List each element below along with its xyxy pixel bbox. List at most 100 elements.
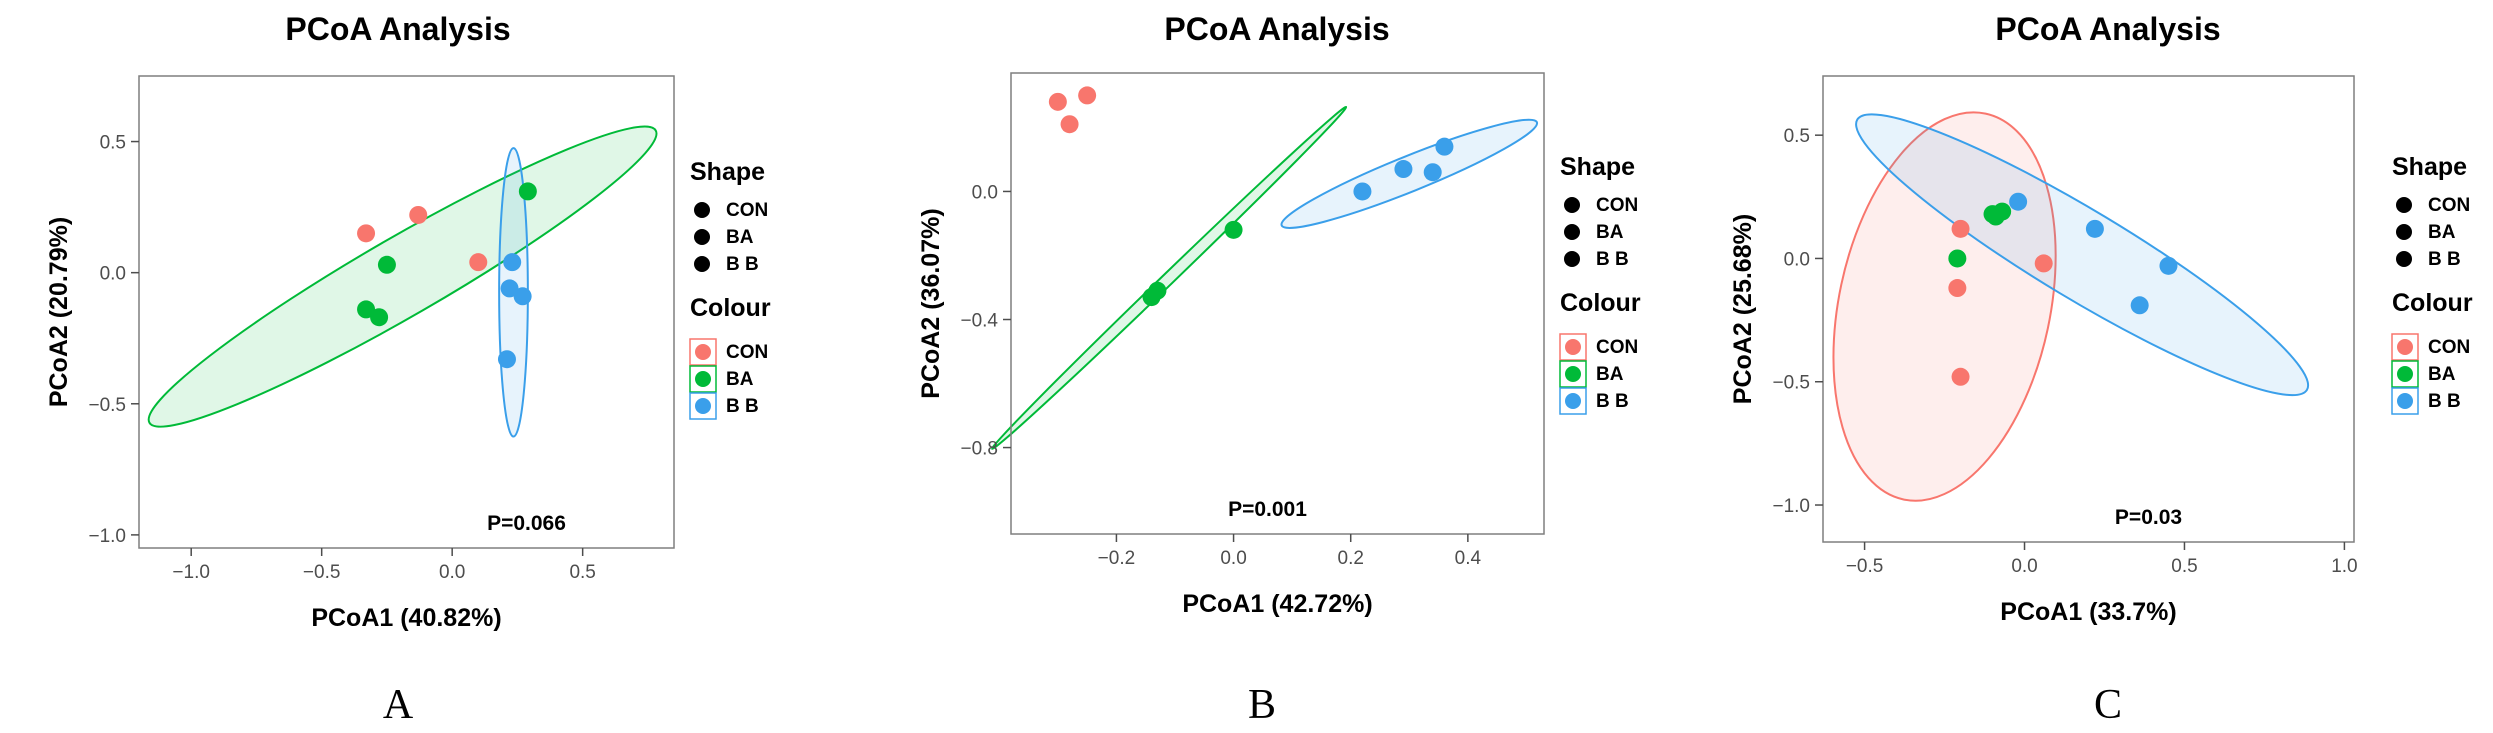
confidence-ellipse-bb <box>1855 113 2310 397</box>
x-tick-label: 0.5 <box>2171 556 2197 577</box>
legend-colour-key-box <box>2391 387 2419 415</box>
legend: Shape CON BA B B Colour CON BA B B <box>1559 153 1641 415</box>
y-tick-label: −1.0 <box>1772 496 1810 517</box>
chart-title: PCoA Analysis <box>1164 11 1389 47</box>
point-ba <box>370 308 389 327</box>
point-bb <box>2009 192 2028 211</box>
y-tick-label: −1.0 <box>88 526 126 547</box>
legend-colour-marker <box>2397 393 2413 409</box>
chart-title: PCoA Analysis <box>285 11 510 47</box>
y-tick-label: 0.0 <box>972 182 998 203</box>
confidence-ellipse-ba <box>147 125 658 428</box>
legend-colour-marker <box>695 398 711 414</box>
x-tick-label: 0.5 <box>569 562 595 583</box>
legend-shape-label: B B <box>726 254 759 275</box>
legend: Shape CON BA B B Colour CON BA B B <box>2391 153 2473 415</box>
p-value-label: P=0.03 <box>2115 506 2182 529</box>
legend-shape-label: CON <box>2428 195 2470 216</box>
legend-colour-marker <box>1565 366 1581 382</box>
y-tick-label: −0.5 <box>1772 373 1810 394</box>
legend-colour-key-box <box>689 338 717 366</box>
y-tick-label: −0.8 <box>960 439 998 460</box>
legend-shape-label: CON <box>726 200 768 221</box>
legend-colour-label: BA <box>726 369 754 390</box>
point-bb <box>1353 182 1372 201</box>
x-axis-title: PCoA1 (40.82%) <box>311 604 501 632</box>
point-ba <box>357 300 376 319</box>
legend-colour-marker <box>1565 339 1581 355</box>
y-tick-label: 0.0 <box>1784 249 1810 270</box>
legend-shape-marker <box>1564 197 1580 213</box>
legend-shape-title: Shape <box>690 158 765 186</box>
legend-colour-key-box <box>2391 360 2419 388</box>
point-con <box>1948 279 1967 298</box>
legend-shape-marker <box>694 202 710 218</box>
point-bb <box>2159 256 2178 275</box>
plot-frame <box>138 75 675 549</box>
legend-shape-label: B B <box>1596 249 1629 270</box>
y-tick-label: 0.0 <box>100 264 126 285</box>
point-bb <box>497 350 516 369</box>
x-tick-label: 0.0 <box>1220 548 1246 569</box>
legend-shape-label: BA <box>726 227 754 248</box>
point-ba <box>518 182 537 201</box>
legend-shape-marker <box>2396 197 2412 213</box>
point-bb <box>1435 137 1454 156</box>
x-tick-label: −0.5 <box>303 562 341 583</box>
legend-shape-marker <box>2396 224 2412 240</box>
legend-colour-title: Colour <box>1560 289 1641 317</box>
panel-letter: C <box>2094 682 2122 728</box>
legend-colour-key-box <box>1559 333 1587 361</box>
point-ba <box>1948 249 1967 268</box>
legend-colour-label: CON <box>726 342 768 363</box>
legend-colour-label: CON <box>2428 337 2470 358</box>
legend-colour-marker <box>1565 393 1581 409</box>
x-axis-title: PCoA1 (42.72%) <box>1182 590 1372 618</box>
legend-colour-marker <box>2397 339 2413 355</box>
legend-colour-label: B B <box>1596 391 1629 412</box>
confidence-ellipse-ba <box>991 105 1348 450</box>
legend-shape-marker <box>1564 251 1580 267</box>
legend-shape-label: B B <box>2428 249 2461 270</box>
legend-colour-key-box <box>689 365 717 393</box>
p-value-label: P=0.066 <box>487 512 566 535</box>
plot-frame <box>1010 72 1545 535</box>
legend-shape-marker <box>694 256 710 272</box>
legend-shape-title: Shape <box>2392 153 2467 181</box>
point-bb <box>1423 163 1442 182</box>
y-tick-label: 0.5 <box>1784 126 1810 147</box>
legend-shape-label: BA <box>2428 222 2456 243</box>
legend-colour-label: B B <box>2428 391 2461 412</box>
x-tick-label: 0.0 <box>2011 556 2037 577</box>
y-tick-label: −0.5 <box>88 395 126 416</box>
x-axis-title: PCoA1 (33.7%) <box>2000 598 2176 626</box>
legend-shape-marker <box>1564 224 1580 240</box>
legend-colour-label: BA <box>1596 364 1624 385</box>
legend-shape-title: Shape <box>1560 153 1635 181</box>
legend-colour-label: CON <box>1596 337 1638 358</box>
legend-colour-key-box <box>1559 360 1587 388</box>
legend-shape-marker <box>694 229 710 245</box>
point-con <box>469 253 488 272</box>
point-con <box>1078 86 1097 105</box>
legend-colour-label: BA <box>2428 364 2456 385</box>
point-bb <box>513 287 532 306</box>
point-con <box>1951 219 1970 238</box>
legend-colour-label: B B <box>726 396 759 417</box>
x-tick-label: −0.5 <box>1846 556 1884 577</box>
legend-colour-key-box <box>689 392 717 420</box>
point-ba <box>1993 202 2012 221</box>
x-tick-label: 0.0 <box>439 562 465 583</box>
panel-c: PCoA Analysis −0.5 0.0 0.5 1.0 −1.0 −0.5 0.0 0.5… <box>1729 11 2473 728</box>
y-tick-label: 0.5 <box>100 133 126 154</box>
legend-colour-marker <box>695 344 711 360</box>
chart-title: PCoA Analysis <box>1995 11 2220 47</box>
panel-b: PCoA Analysis −0.2 0.0 0.2 0.4 −0.8 −0.4 0.0 PCo… <box>917 11 1641 728</box>
y-tick-label: −0.4 <box>960 311 998 332</box>
x-tick-label: −0.2 <box>1098 548 1136 569</box>
legend-colour-title: Colour <box>690 294 771 322</box>
point-ba <box>377 255 396 274</box>
p-value-label: P=0.001 <box>1228 498 1307 521</box>
legend-colour-key-box <box>1559 387 1587 415</box>
